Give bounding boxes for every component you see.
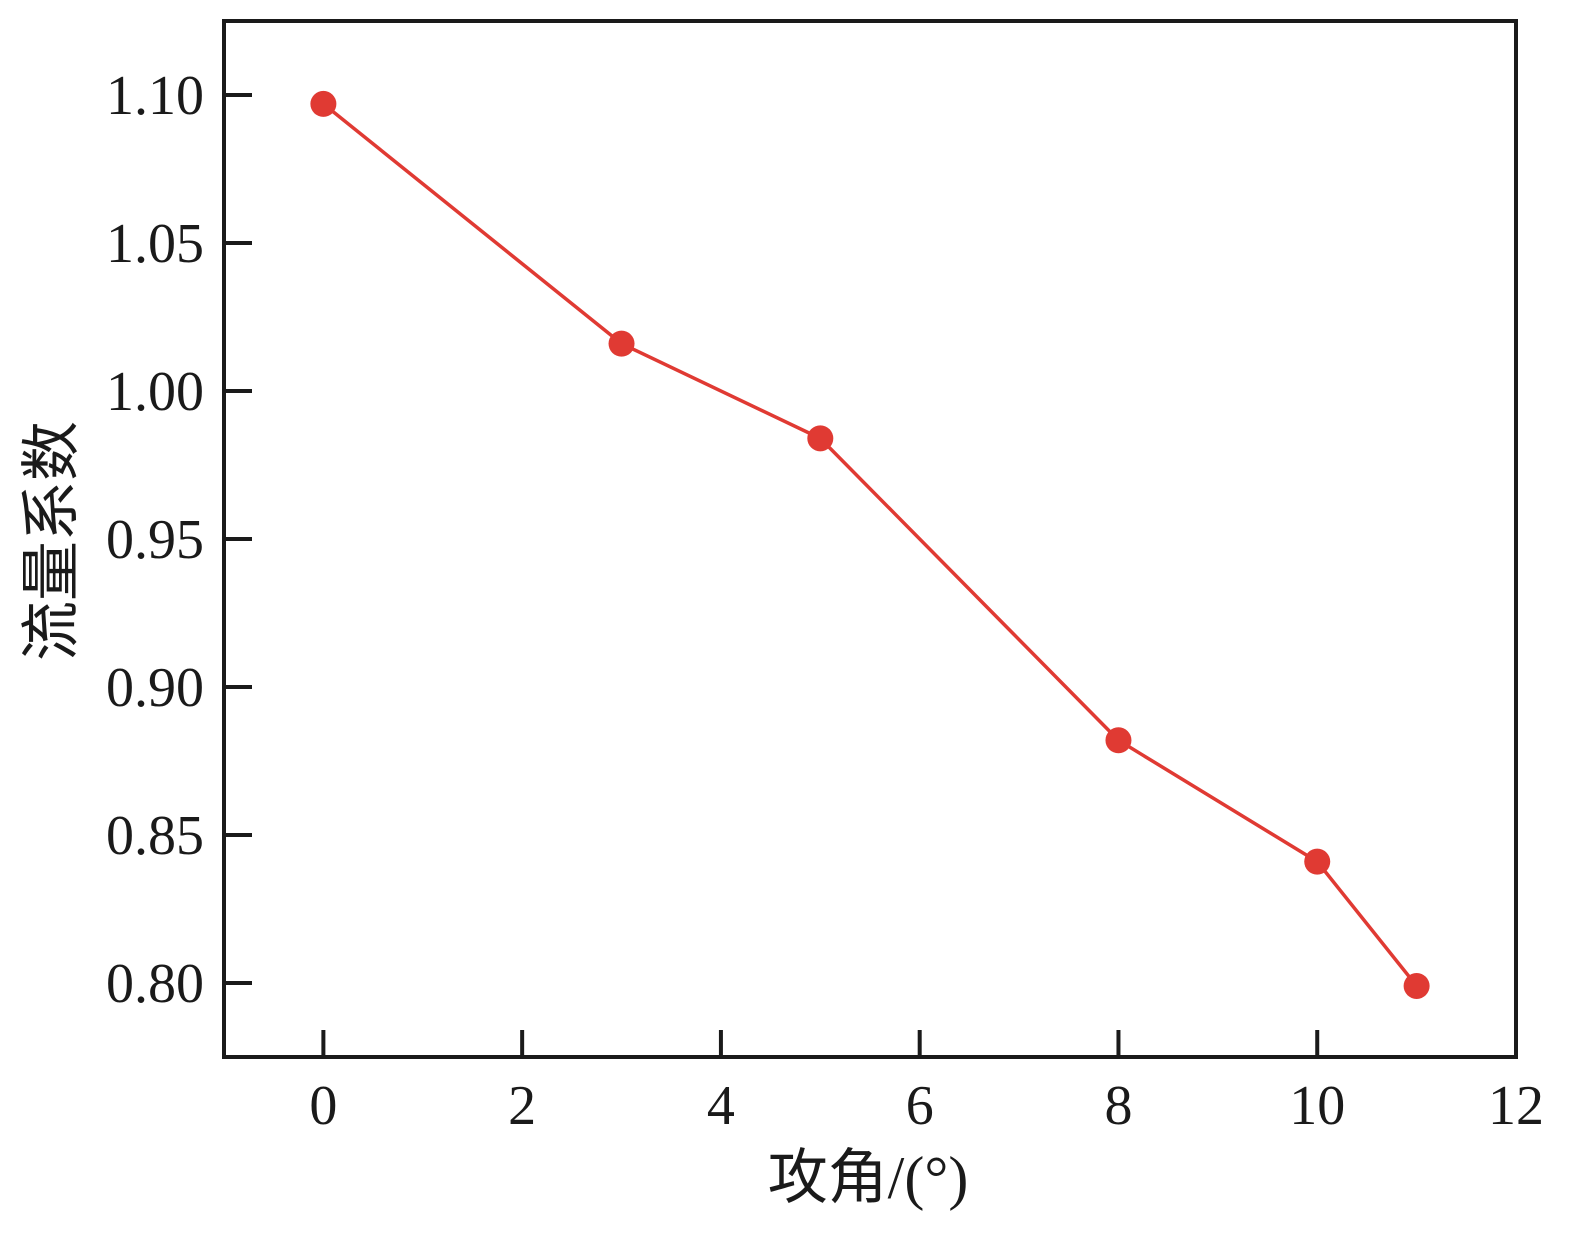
x-axis: 0 2 4 6 8 10 12 (309, 1030, 1544, 1137)
series-layer (310, 90, 1430, 999)
y-tick-label: 1.10 (106, 65, 204, 127)
y-axis-label: 流量系数 (19, 421, 85, 661)
x-tick-label: 12 (1488, 1075, 1544, 1137)
x-tick-label: 10 (1289, 1075, 1345, 1137)
data-point (807, 425, 834, 452)
y-tick-label: 0.80 (106, 953, 204, 1015)
data-point (310, 90, 337, 117)
y-axis: 0.80 0.85 0.90 0.95 1.00 1.05 1.10 (106, 65, 252, 1015)
y-tick-label: 1.00 (106, 361, 204, 423)
data-point (1403, 972, 1430, 999)
x-tick-label: 8 (1104, 1075, 1132, 1137)
data-point (608, 330, 635, 357)
x-tick-label: 6 (906, 1075, 934, 1137)
x-axis-label: 攻角/(°) (768, 1145, 969, 1211)
x-tick-label: 4 (707, 1075, 735, 1137)
plot-frame (222, 19, 1518, 1059)
y-tick-label: 0.95 (106, 509, 204, 571)
series-line (322, 102, 1418, 988)
y-tick-label: 0.85 (106, 805, 204, 867)
x-tick-label: 0 (309, 1075, 337, 1137)
x-tick-label: 2 (508, 1075, 536, 1137)
y-tick-label: 0.90 (106, 657, 204, 719)
data-point (1105, 727, 1132, 754)
y-tick-label: 1.05 (106, 213, 204, 275)
data-point (1304, 848, 1331, 875)
